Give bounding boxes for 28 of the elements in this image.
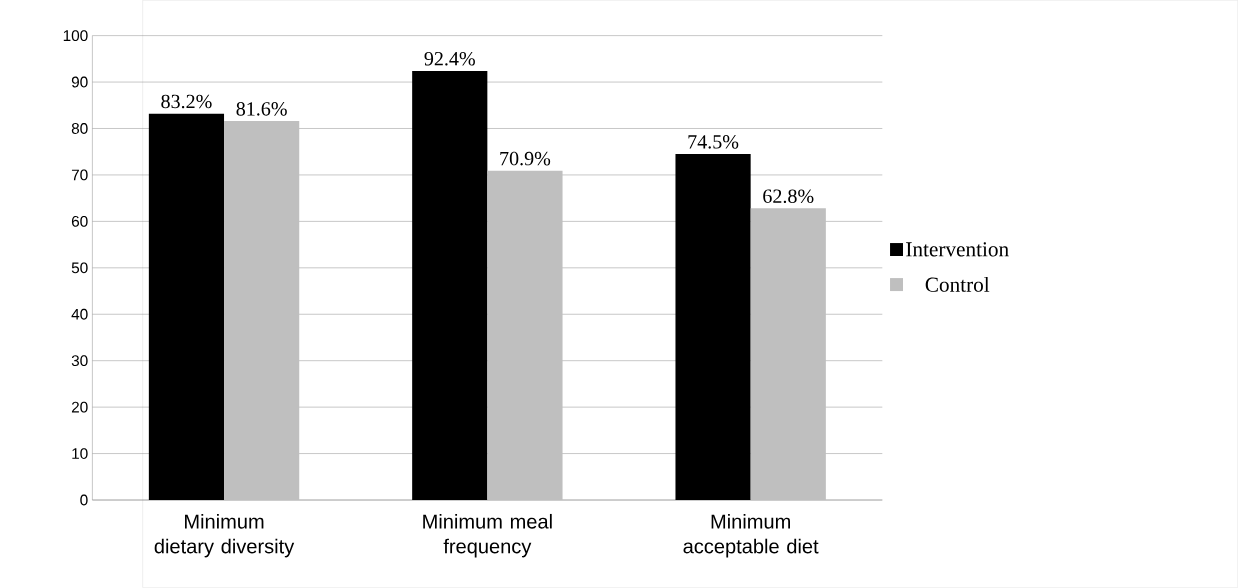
y-tick-label: 70 bbox=[71, 169, 88, 181]
y-tick-label: 40 bbox=[71, 308, 88, 320]
bar bbox=[224, 121, 300, 501]
bar bbox=[487, 170, 563, 501]
y-tick-label: 50 bbox=[71, 262, 88, 274]
y-tick-label: 30 bbox=[71, 355, 88, 367]
bar bbox=[148, 113, 225, 501]
data-label: 70.9% bbox=[500, 151, 551, 166]
legend-label: Control bbox=[925, 276, 990, 292]
bar bbox=[675, 154, 751, 501]
y-tick-label: 80 bbox=[71, 123, 88, 134]
bar bbox=[412, 70, 488, 501]
data-label: 74.5% bbox=[688, 135, 739, 149]
y-tick-label: 90 bbox=[71, 76, 88, 88]
x-tick-label: Minimum dietary diversity bbox=[154, 514, 295, 558]
data-label: 92.4% bbox=[424, 52, 475, 66]
data-label: 62.8% bbox=[763, 189, 814, 204]
y-tick-label: 100 bbox=[63, 30, 88, 42]
x-tick-label: Minimum meal frequency bbox=[423, 514, 552, 558]
data-label: 83.2% bbox=[161, 94, 212, 109]
data-label: 81.6% bbox=[236, 102, 287, 116]
y-tick-label: 60 bbox=[71, 216, 88, 227]
y-tick-label: 0 bbox=[80, 494, 88, 506]
y-tick-label: 10 bbox=[72, 448, 88, 460]
bar bbox=[750, 208, 826, 501]
legend-label: Intervention bbox=[906, 242, 1009, 257]
y-tick-label: 20 bbox=[71, 401, 88, 413]
x-tick-label: Minimum acceptable diet bbox=[683, 514, 819, 558]
